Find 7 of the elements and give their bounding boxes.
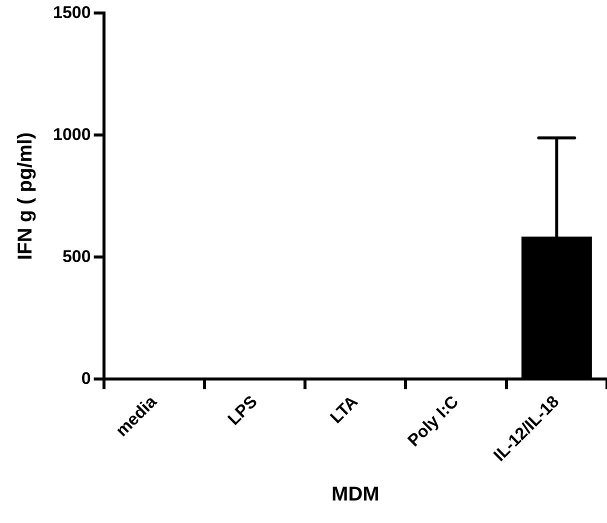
y-tick-label: 500 [62, 246, 91, 266]
y-tick-label: 1500 [52, 2, 91, 22]
y-tick-label: 1000 [52, 124, 91, 144]
x-axis-title: MDM [332, 484, 380, 506]
x-tick-label: LTA [326, 392, 362, 428]
y-tick-label: 0 [81, 368, 91, 388]
y-axis-title: IFN g ( pg/ml) [14, 132, 37, 260]
